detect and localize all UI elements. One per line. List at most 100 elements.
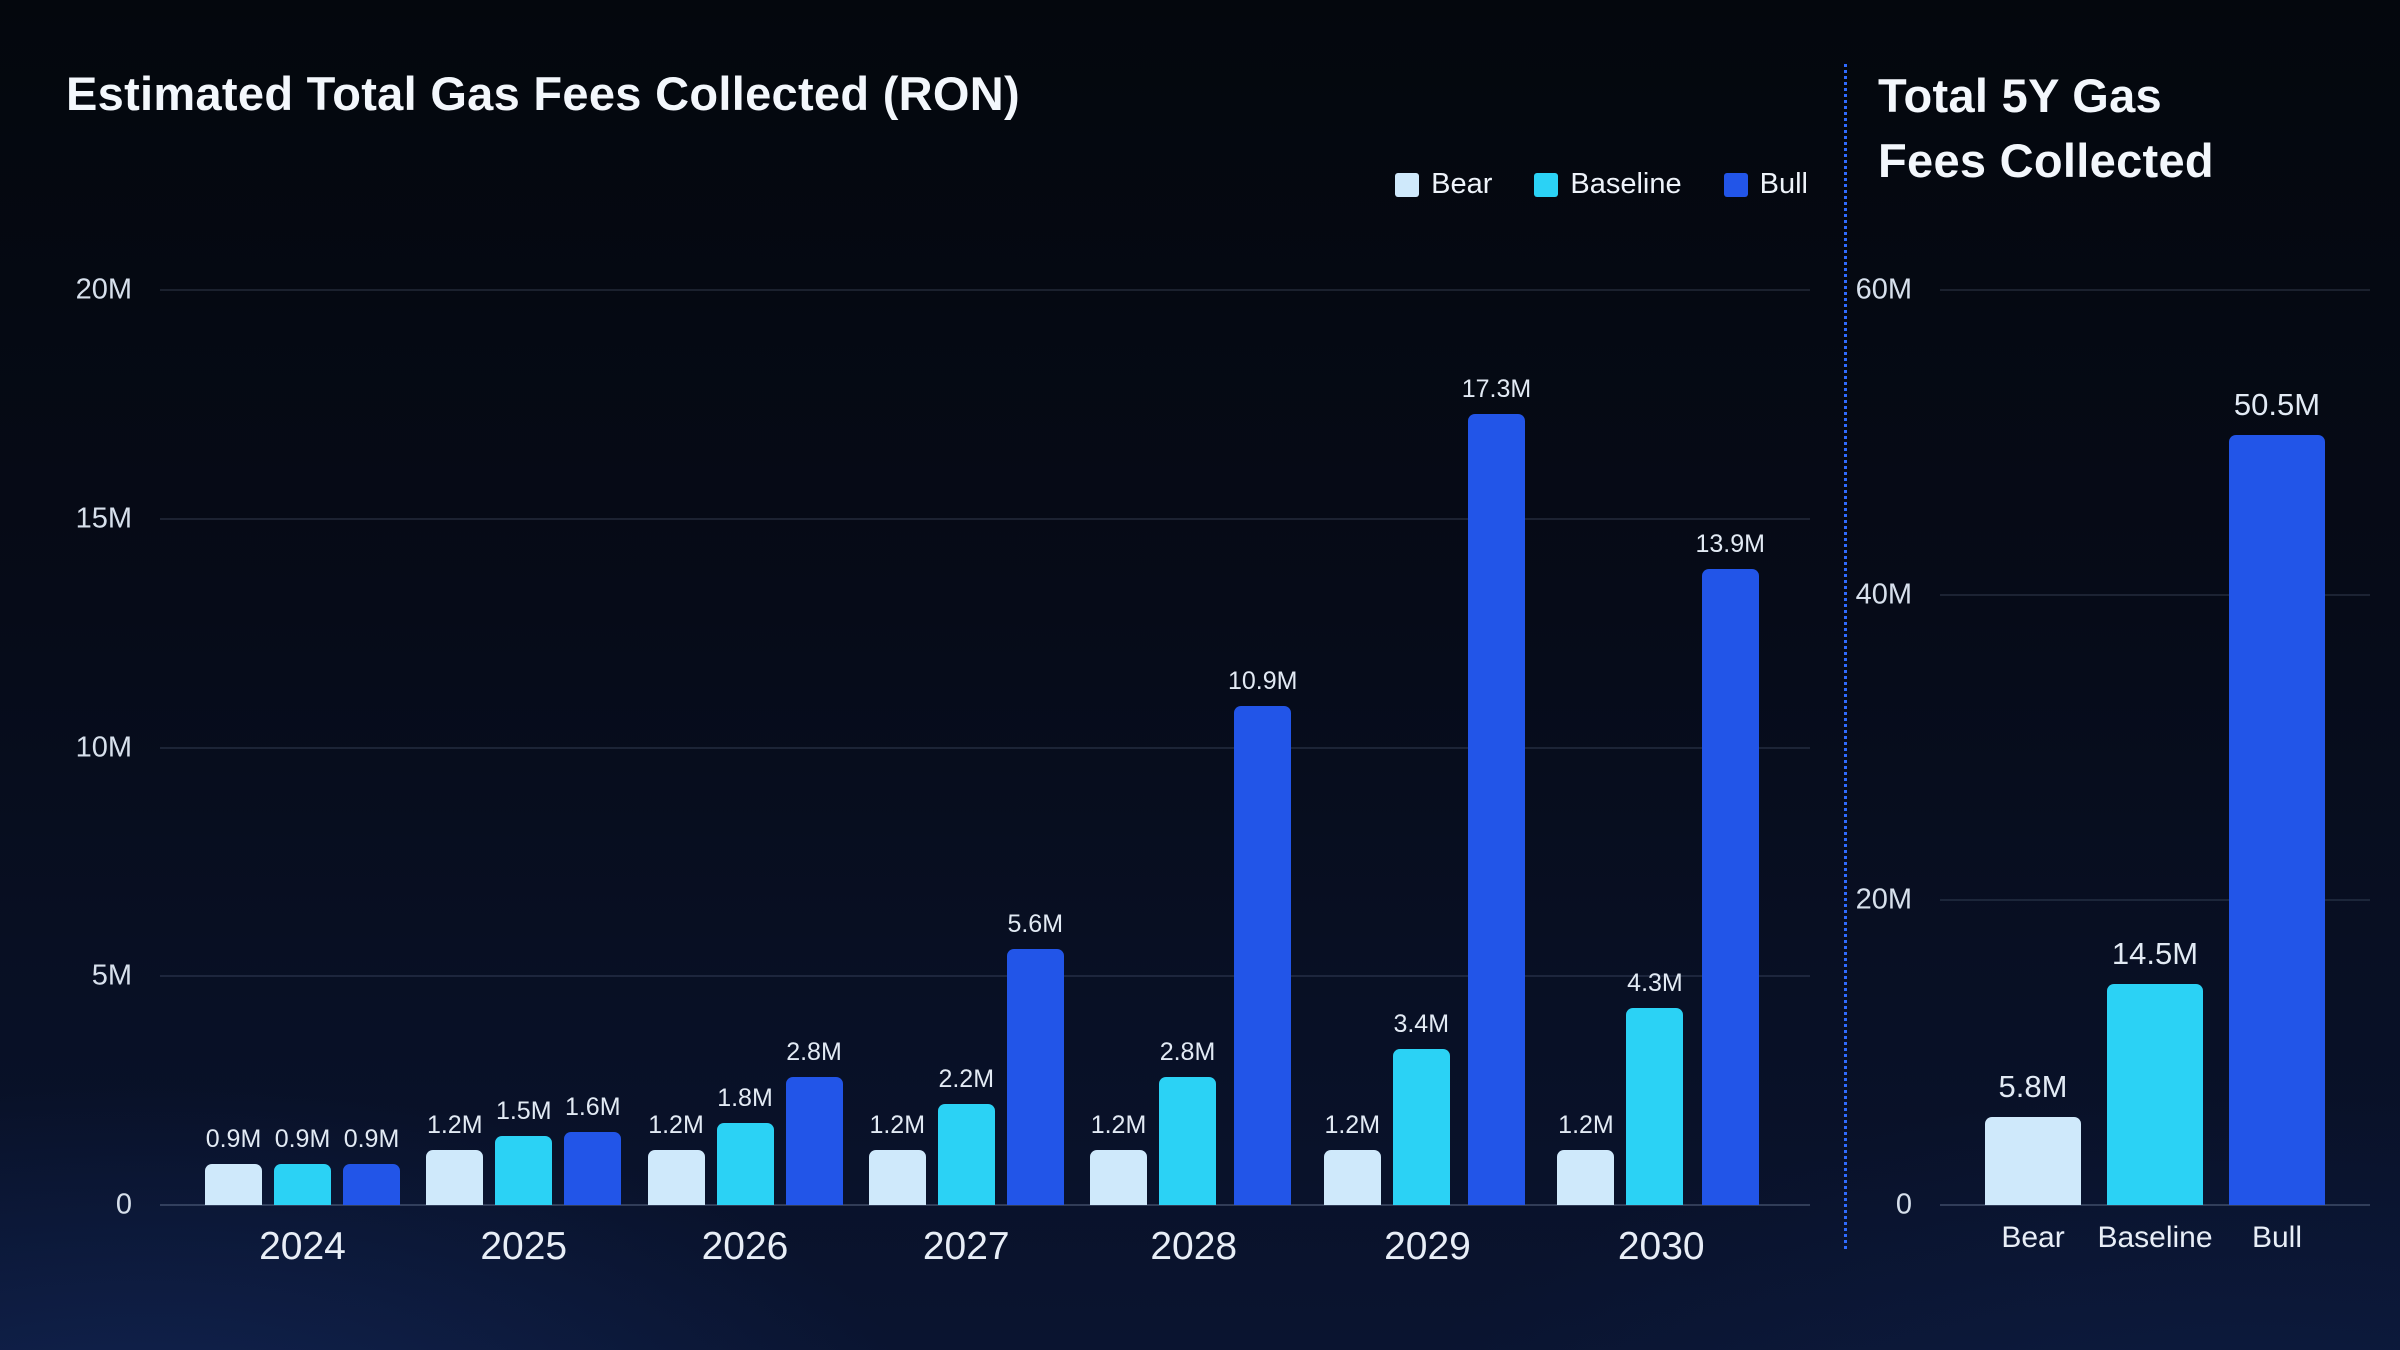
- legend-label: Baseline: [1570, 168, 1682, 200]
- bar: [1323, 1150, 1381, 1205]
- x-axis-label: 2029: [1384, 1225, 1471, 1268]
- bar-cluster: 1.2M 2.2M 5.6M: [868, 909, 1064, 1205]
- x-axis-label: Baseline: [2097, 1221, 2213, 1254]
- bar-value-label: 1.2M: [426, 1111, 483, 1140]
- bar-wrap: 2.2M: [937, 1065, 995, 1205]
- bar-wrap: 0.9M: [205, 1125, 262, 1205]
- bar-cluster: 1.2M 4.3M 13.9M: [1557, 530, 1765, 1205]
- legend-swatch-baseline: [1534, 172, 1559, 197]
- bar: [2229, 434, 2325, 1205]
- bar: [426, 1150, 484, 1205]
- x-axis-label: 2026: [701, 1225, 789, 1268]
- bar: [1234, 706, 1292, 1205]
- bar-value-label: 1.2M: [648, 1111, 704, 1140]
- bar-group: 5.8M Bear: [1985, 1069, 2081, 1254]
- legend-item-baseline: Baseline: [1534, 168, 1682, 201]
- bar-wrap: 1.2M: [1090, 1111, 1147, 1205]
- x-axis-label: 2024: [259, 1225, 346, 1268]
- bar: [495, 1136, 553, 1205]
- bar-wrap: 3.4M: [1392, 1010, 1450, 1205]
- bar-cluster: 1.2M 3.4M 17.3M: [1323, 375, 1531, 1205]
- gridline: [160, 289, 1810, 291]
- bar: [205, 1163, 262, 1205]
- bar-value-label: 50.5M: [2233, 386, 2321, 422]
- bar-wrap: 5.8M: [1985, 1069, 2081, 1205]
- gridline: [1940, 594, 2370, 597]
- gridline: [1940, 289, 2370, 291]
- bar-cluster: 0.9M 0.9M 0.9M: [205, 1125, 400, 1205]
- bar-wrap: 0.9M: [343, 1125, 400, 1205]
- y-axis-label: 20M: [1855, 883, 1912, 916]
- legend-label: Bear: [1431, 168, 1493, 200]
- bar: [1467, 413, 1525, 1205]
- bar: [343, 1163, 400, 1205]
- x-axis-label: Bear: [2001, 1221, 2065, 1254]
- bar-value-label: 5.6M: [1007, 909, 1064, 938]
- gridline: [160, 975, 1810, 978]
- x-axis-label: 2030: [1617, 1225, 1705, 1268]
- bar: [1557, 1150, 1615, 1205]
- bar-cluster: 1.2M 1.5M 1.6M: [426, 1093, 622, 1205]
- bar-wrap: 10.9M: [1228, 667, 1297, 1205]
- side-chart-plot: 0 20M 40M 60M 5.8M Bear 14.5M Baseline 50.5M Bull: [1856, 274, 2370, 1254]
- bar-value-label: 1.2M: [869, 1111, 926, 1140]
- bar: [1701, 569, 1759, 1205]
- bar-value-label: 1.5M: [495, 1097, 552, 1126]
- gridline: [160, 746, 1810, 749]
- bar: [1626, 1008, 1684, 1205]
- bar-cluster: 5.8M: [1985, 1069, 2081, 1205]
- panel-divider: [1844, 64, 1847, 1249]
- x-axis-label: Bull: [2251, 1221, 2303, 1254]
- bar-value-label: 2.2M: [938, 1065, 995, 1094]
- bar-cluster: 50.5M: [2229, 387, 2325, 1205]
- bar: [1392, 1049, 1450, 1205]
- bar: [1090, 1150, 1147, 1205]
- bar: [564, 1131, 622, 1205]
- bar-wrap: 1.2M: [426, 1111, 484, 1205]
- bar-wrap: 17.3M: [1462, 375, 1531, 1205]
- bar-value-label: 4.3M: [1627, 969, 1683, 998]
- legend: Bear Baseline Bull: [1395, 168, 1808, 201]
- bar-wrap: 1.2M: [868, 1111, 926, 1205]
- y-axis-label: 40M: [1855, 578, 1912, 611]
- bar-wrap: 50.5M: [2229, 387, 2325, 1205]
- bar: [1985, 1116, 2081, 1205]
- bar-group: 50.5M Bull: [2229, 387, 2325, 1254]
- bar-group: 1.2M 1.5M 1.6M 2025: [426, 1093, 622, 1268]
- legend-label: Bull: [1759, 168, 1808, 200]
- bar-value-label: 10.9M: [1228, 667, 1298, 696]
- bar-group: 14.5M Baseline: [2097, 936, 2212, 1254]
- legend-swatch-bull: [1723, 172, 1748, 197]
- bar: [868, 1150, 926, 1205]
- bar: [937, 1104, 995, 1205]
- gridline: [160, 517, 1810, 520]
- bar-group: 1.2M 4.3M 13.9M 2030: [1557, 530, 1765, 1268]
- bar-wrap: 4.3M: [1626, 969, 1684, 1205]
- bar-wrap: 1.8M: [716, 1084, 774, 1205]
- bar-value-label: 1.2M: [1324, 1111, 1381, 1140]
- bar-wrap: 0.9M: [274, 1125, 331, 1205]
- legend-item-bear: Bear: [1395, 168, 1492, 201]
- bar-cluster: 14.5M: [2107, 936, 2203, 1205]
- bar-wrap: 2.8M: [1159, 1038, 1216, 1205]
- bar-value-label: 2.8M: [786, 1037, 842, 1066]
- main-chart-plot: 0 5M 10M 15M 20M 0.9M 0.9M 0.9M 2024 1.2M 1.5M 1.6M…: [76, 274, 1810, 1268]
- bar-wrap: 14.5M: [2107, 936, 2203, 1205]
- bar-wrap: 2.8M: [785, 1037, 843, 1205]
- y-axis-label: 20M: [75, 273, 132, 306]
- y-axis-label: 10M: [75, 731, 132, 763]
- bar-wrap: 1.2M: [647, 1111, 705, 1205]
- bar-wrap: 1.6M: [564, 1093, 622, 1205]
- bar-wrap: 5.6M: [1006, 909, 1064, 1205]
- bar-value-label: 0.9M: [343, 1124, 400, 1153]
- y-axis-label: 60M: [1855, 273, 1912, 306]
- bars-row: 0.9M 0.9M 0.9M 2024 1.2M 1.5M 1.6M 2025 1.2M 1.8M…: [160, 290, 1810, 1268]
- bar: [785, 1076, 843, 1205]
- bar-wrap: 13.9M: [1695, 530, 1765, 1205]
- y-axis-label: 15M: [75, 502, 132, 535]
- bar: [2107, 983, 2203, 1205]
- bar-value-label: 5.8M: [1998, 1068, 2068, 1104]
- bar-group: 1.2M 3.4M 17.3M 2029: [1323, 375, 1531, 1268]
- bars-row: 5.8M Bear 14.5M Baseline 50.5M Bull: [1940, 290, 2370, 1254]
